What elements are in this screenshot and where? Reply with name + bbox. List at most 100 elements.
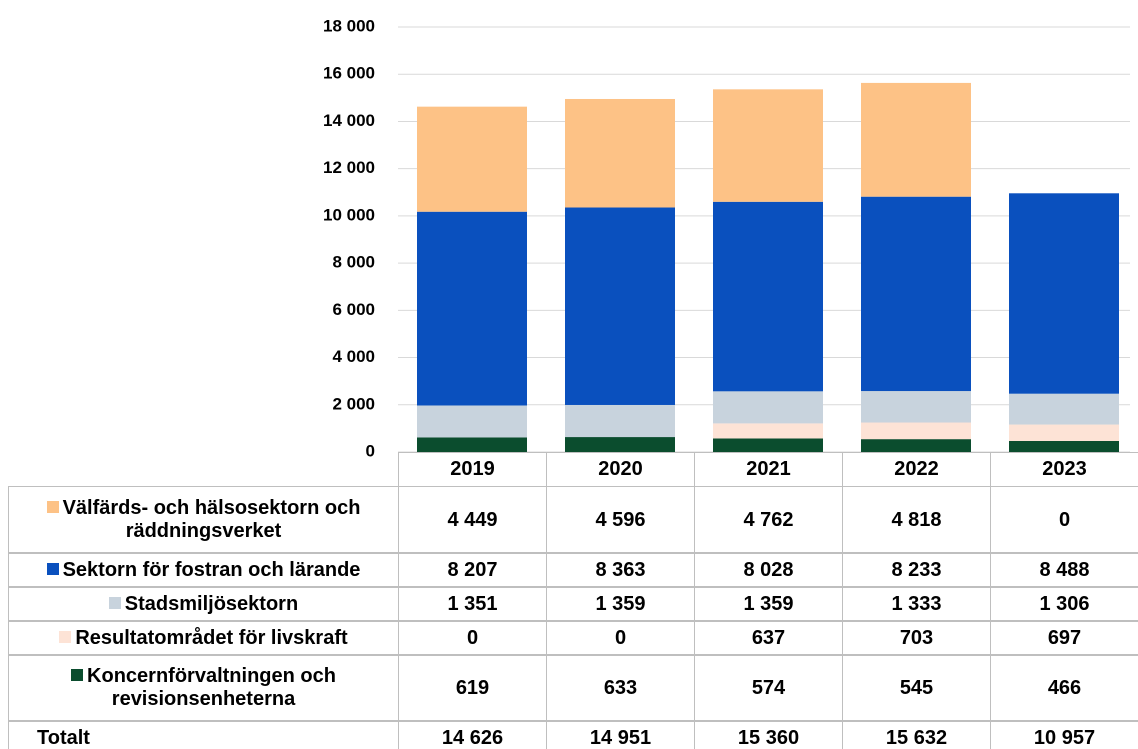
text: 0: [1058, 508, 1071, 531]
text: 2023: [1042, 458, 1087, 480]
data-label: 697: [990, 620, 1138, 656]
x-tick-label: 2020: [546, 452, 695, 487]
data-label: 8 363: [546, 552, 695, 588]
data-label: 637: [694, 620, 843, 656]
text: 0: [614, 626, 627, 649]
data-label-text: 697: [1048, 627, 1081, 650]
text: 15 632: [885, 726, 948, 749]
data-label-text: 4 596: [595, 509, 645, 532]
bar-segment: [713, 89, 823, 202]
x-tick-label-text: 2020: [598, 458, 643, 481]
text: 1 306: [1039, 592, 1090, 615]
bar-segment: [861, 391, 971, 423]
text: 2019: [450, 458, 495, 480]
text: 0: [466, 626, 479, 649]
data-label-text: 8 363: [595, 559, 645, 582]
text: 8 488: [1039, 558, 1090, 581]
total-value-text: 14 951: [590, 727, 651, 749]
text: 637: [751, 626, 786, 649]
text: 574: [751, 676, 786, 699]
text: 1 359: [595, 592, 646, 615]
x-tick-label-text: 2021: [746, 458, 791, 481]
data-label: 8 207: [398, 552, 547, 588]
legend-entry: Resultatområdet för livskraft: [8, 620, 399, 656]
bar-segment: [713, 438, 823, 452]
total-value-text: 10 957: [1034, 727, 1095, 749]
data-label: 574: [694, 654, 843, 722]
text: 8 028: [743, 558, 794, 581]
bar-segment: [1009, 193, 1119, 394]
bar-segment: [565, 404, 675, 438]
text: 8 233: [891, 558, 942, 581]
bar-segment: [417, 106, 527, 212]
text: 4 596: [595, 508, 646, 531]
data-label: 4 449: [398, 486, 547, 554]
bar-segment: [1009, 393, 1119, 425]
legend-swatch: [71, 669, 84, 681]
total-value: 10 957: [990, 720, 1138, 749]
y-tick-label: 2 000: [332, 394, 375, 413]
data-label-text: 1 306: [1039, 593, 1089, 616]
data-label-text: 703: [900, 627, 933, 650]
text: 1 351: [447, 592, 498, 615]
y-tick-label: 6 000: [332, 300, 375, 319]
data-label-text: 8 233: [891, 559, 941, 582]
bar-segment: [713, 201, 823, 392]
text: 703: [899, 626, 934, 649]
text: 14 951: [589, 726, 652, 749]
text: 15 360: [737, 726, 800, 749]
data-label-text: 633: [604, 677, 637, 700]
legend-entry-text: Välfärds- och hälsosektorn och räddnings…: [15, 497, 392, 543]
data-label-text: 0: [1059, 509, 1070, 532]
data-label: 0: [546, 620, 695, 656]
bar-segment: [565, 207, 675, 405]
y-tick-label: 18 000: [323, 16, 375, 35]
total-value: 15 360: [694, 720, 843, 749]
total-label-text: Totalt: [37, 727, 90, 749]
text: 466: [1047, 676, 1082, 699]
data-label: 1 333: [842, 586, 991, 622]
bar-segment: [417, 437, 527, 452]
legend-entry-text: Koncernförvaltningen och revisionsenhete…: [15, 665, 392, 711]
data-label-text: 1 359: [595, 593, 645, 616]
text: 4 818: [891, 508, 942, 531]
data-label: 1 359: [546, 586, 695, 622]
total-label: Totalt: [8, 720, 399, 749]
data-label: 0: [990, 486, 1138, 554]
text: 619: [455, 676, 490, 699]
x-tick-label: 2019: [398, 452, 547, 487]
y-tick-label: 14 000: [323, 111, 375, 130]
data-label: 1 306: [990, 586, 1138, 622]
data-label: 633: [546, 654, 695, 722]
text: 10 957: [1033, 726, 1096, 749]
data-label: 1 351: [398, 586, 547, 622]
legend-entry-text: Stadsmiljösektorn: [108, 593, 298, 616]
legend-swatch: [46, 501, 59, 513]
total-value-text: 15 360: [738, 727, 799, 749]
data-label-text: 8 028: [743, 559, 793, 582]
y-tick-label: 4 000: [332, 347, 375, 366]
data-label-text: 4 762: [743, 509, 793, 532]
data-label-text: 0: [467, 627, 478, 650]
text: 633: [603, 676, 638, 699]
text: 14 626: [441, 726, 504, 749]
total-value-text: 14 626: [442, 727, 503, 749]
data-label-text: 574: [752, 677, 785, 700]
data-label-text: 0: [615, 627, 626, 650]
legend-entry: Koncernförvaltningen och revisionsenhete…: [8, 654, 399, 722]
bar-segment: [1009, 424, 1119, 441]
legend-swatch: [108, 596, 121, 609]
bar-segment: [417, 211, 527, 406]
data-label: 4 818: [842, 486, 991, 554]
text: 2022: [894, 458, 939, 480]
text: 8 207: [447, 558, 498, 581]
data-label: 545: [842, 654, 991, 722]
data-label-text: 4 449: [447, 509, 497, 532]
data-label-text: 8 207: [447, 559, 497, 582]
data-label: 466: [990, 654, 1138, 722]
bar-segment: [713, 423, 823, 439]
bar-segment: [861, 422, 971, 440]
x-tick-label: 2023: [990, 452, 1138, 487]
data-label: 8 488: [990, 552, 1138, 588]
